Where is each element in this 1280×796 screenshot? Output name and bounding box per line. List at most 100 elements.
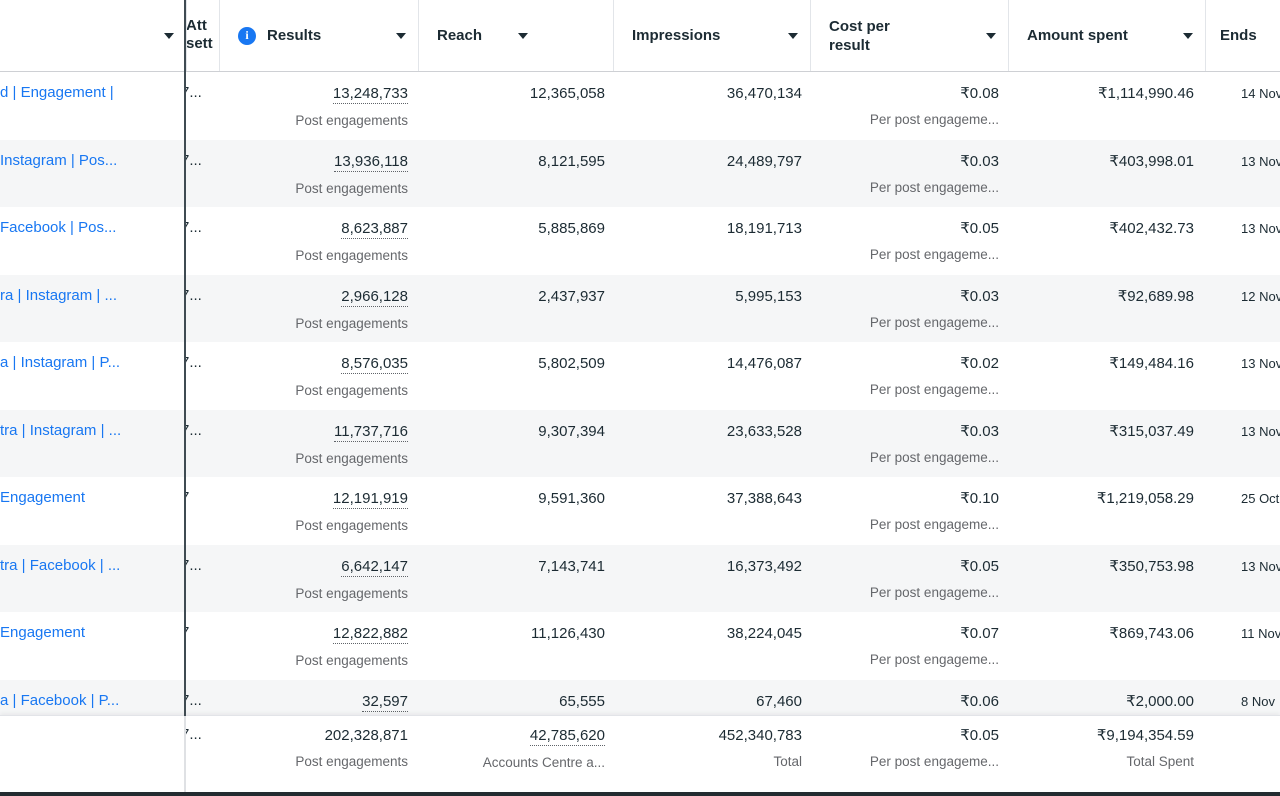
totals-row: 7... 202,328,871 Post engagements 42,785… [0, 715, 1280, 792]
cost-per-result-subtitle: Per post engageme... [869, 179, 999, 195]
ends-value: 13 Nov [1241, 558, 1280, 574]
info-icon[interactable]: i [238, 26, 256, 45]
reach-cell: 7,143,741 [418, 545, 613, 613]
chevron-down-icon[interactable] [396, 32, 406, 39]
amount-spent-value: ₹402,432.73 [1109, 220, 1194, 237]
reach-cell: 5,802,509 [418, 342, 613, 410]
campaign-name-cell: tra | Instagram | ... [0, 410, 186, 478]
campaign-name-link[interactable]: tra | Facebook | ... [0, 556, 121, 574]
attribution-setting-value: 7... [186, 84, 202, 101]
campaign-name-link[interactable]: Engagement [0, 489, 86, 506]
attribution-setting-value: 7... [186, 556, 202, 574]
amount-spent-cell: ₹2,000.00 [1008, 680, 1205, 716]
campaign-name-link[interactable]: tra | Instagram | ... [0, 421, 122, 439]
campaign-name-cell: d | Engagement | [0, 72, 186, 140]
column-header-campaign-name[interactable] [0, 0, 186, 71]
chevron-down-icon[interactable] [788, 32, 798, 39]
campaign-name-link[interactable]: Instagram | Pos... [0, 151, 118, 169]
ends-cell: 13 Nov [1205, 140, 1280, 208]
ends-value: 13 Nov [1241, 356, 1280, 371]
campaign-name-link[interactable]: Facebook | Pos... [0, 219, 117, 236]
column-header-amount-spent[interactable]: Amount spent [1008, 0, 1205, 71]
results-cell: 32,597 Post engagements [219, 680, 418, 716]
totals-cost-per-result-subtitle: Per post engageme... [869, 754, 999, 769]
amount-spent-cell: ₹1,114,990.46 [1008, 72, 1205, 140]
campaign-name-link[interactable]: ra | Instagram | ... [0, 286, 117, 304]
totals-cost-per-result-cell: ₹0.05 Per post engageme... [810, 716, 1008, 792]
cost-per-result-value: ₹0.06 [960, 692, 999, 710]
cost-per-result-value: ₹0.05 [960, 220, 999, 237]
column-header-cost-per-result[interactable]: Cost per result [810, 0, 1008, 71]
attribution-setting-value: 7... [186, 219, 202, 236]
amount-spent-cell: ₹315,037.49 [1008, 410, 1205, 478]
chevron-down-icon[interactable] [164, 32, 174, 39]
cost-per-result-value: ₹0.10 [960, 490, 999, 507]
results-cell: 2,966,128 Post engagements [219, 275, 418, 343]
campaign-name-link[interactable]: a | Instagram | P... [0, 354, 121, 371]
cost-per-result-cell: ₹0.07 Per post engageme... [810, 612, 1008, 680]
results-value[interactable]: 12,191,919 [332, 490, 408, 509]
reach-cell: 9,591,360 [418, 477, 613, 545]
totals-amount-spent-cell: ₹9,194,354.59 Total Spent [1008, 716, 1205, 792]
reach-value: 2,437,937 [538, 287, 605, 305]
results-value[interactable]: 32,597 [362, 692, 408, 712]
impressions-header-label: Impressions [632, 27, 721, 44]
attribution-setting-cell: 7... [186, 545, 219, 613]
results-value[interactable]: 13,248,733 [332, 85, 408, 104]
column-header-results[interactable]: i Results [219, 0, 418, 71]
reach-value: 12,365,058 [529, 85, 605, 102]
cost-per-result-cell: ₹0.08 Per post engageme... [810, 72, 1008, 140]
column-header-reach[interactable]: Reach [418, 0, 613, 71]
amount-spent-value: ₹315,037.49 [1109, 422, 1194, 440]
table-row: tra | Instagram | ... 7... 11,737,716 Po… [0, 409, 1280, 478]
table-row: Engagement 7 12,822,882 Post engagements… [0, 612, 1280, 680]
results-value[interactable]: 8,576,035 [341, 355, 408, 374]
campaign-name-link[interactable]: Engagement [0, 624, 86, 641]
table-row: a | Facebook | P... 7... 32,597 Post eng… [0, 679, 1280, 716]
column-header-ends[interactable]: Ends [1205, 0, 1280, 71]
frozen-column-divider[interactable] [184, 0, 186, 716]
results-subtitle: Post engagements [295, 180, 408, 196]
ends-cell: 13 Nov [1205, 410, 1280, 478]
attribution-setting-value: 7... [186, 354, 202, 371]
amount-spent-value: ₹350,753.98 [1109, 557, 1194, 575]
impressions-value: 24,489,797 [726, 152, 802, 170]
table-row: Facebook | Pos... 7... 8,623,887 Post en… [0, 207, 1280, 275]
results-subtitle: Post engagements [295, 585, 408, 601]
results-value[interactable]: 13,936,118 [334, 152, 408, 172]
amount-spent-value: ₹869,743.06 [1109, 625, 1194, 642]
cost-per-result-cell: ₹0.02 Per post engageme... [810, 342, 1008, 410]
ends-value: 11 Nov [1241, 626, 1280, 641]
impressions-cell: 24,489,797 [613, 140, 810, 208]
impressions-value: 37,388,643 [726, 490, 802, 507]
results-value[interactable]: 8,623,887 [341, 220, 408, 239]
attribution-setting-cell: 7 [186, 612, 219, 680]
chevron-down-icon[interactable] [518, 32, 529, 39]
frozen-column-divider-footer [184, 716, 186, 792]
results-value[interactable]: 11,737,716 [334, 422, 408, 442]
cost-header-line2: result [829, 36, 870, 54]
chevron-down-icon[interactable] [986, 32, 996, 39]
campaign-name-link[interactable]: d | Engagement | [0, 84, 114, 101]
cost-per-result-value: ₹0.03 [960, 422, 999, 440]
ends-cell: 25 Oct [1205, 477, 1280, 545]
ends-value: 13 Nov [1241, 221, 1280, 236]
campaign-name-cell: Instagram | Pos... [0, 140, 186, 208]
chevron-down-icon[interactable] [1183, 32, 1193, 39]
results-value[interactable]: 6,642,147 [341, 557, 408, 577]
cost-per-result-subtitle: Per post engageme... [869, 652, 999, 667]
impressions-value: 67,460 [756, 692, 802, 710]
results-value[interactable]: 2,966,128 [341, 287, 408, 307]
results-value[interactable]: 12,822,882 [332, 625, 408, 644]
ends-cell: 12 Nov [1205, 275, 1280, 343]
attribution-setting-value: 7 [186, 489, 189, 506]
attribution-setting-cell: 7... [186, 680, 219, 716]
column-header-attribution-setting[interactable]: Att sett [186, 0, 219, 71]
cost-per-result-value: ₹0.03 [960, 287, 999, 305]
campaign-name-cell: Facebook | Pos... [0, 207, 186, 275]
column-header-impressions[interactable]: Impressions [613, 0, 810, 71]
totals-reach-value[interactable]: 42,785,620 [529, 727, 605, 746]
totals-impressions-subtitle: Total [773, 754, 802, 769]
campaign-name-link[interactable]: a | Facebook | P... [0, 691, 120, 709]
